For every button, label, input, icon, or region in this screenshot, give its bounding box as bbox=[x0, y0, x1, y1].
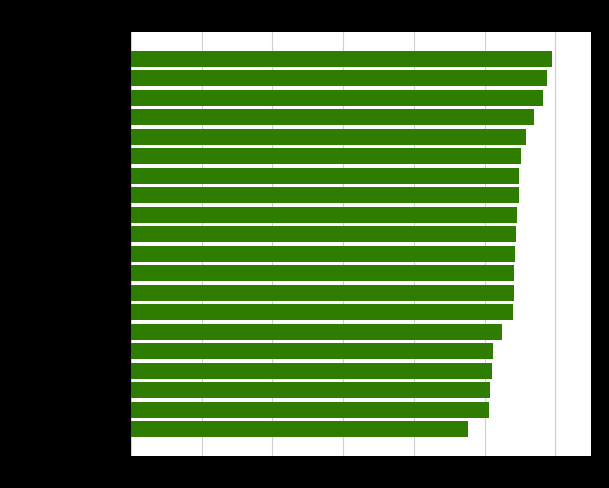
Bar bbox=[131, 363, 491, 379]
Bar bbox=[131, 109, 534, 125]
Bar bbox=[131, 70, 547, 86]
Bar bbox=[131, 51, 552, 67]
Bar bbox=[131, 246, 515, 262]
Bar bbox=[131, 226, 516, 242]
Bar bbox=[131, 265, 515, 281]
Bar bbox=[131, 187, 519, 203]
Bar bbox=[131, 207, 517, 223]
Bar bbox=[131, 421, 468, 437]
Bar bbox=[131, 285, 513, 301]
Bar bbox=[131, 148, 521, 164]
Bar bbox=[131, 304, 513, 320]
Bar bbox=[131, 324, 502, 340]
Bar bbox=[131, 343, 493, 359]
Bar bbox=[131, 382, 490, 398]
Bar bbox=[131, 168, 519, 184]
Bar bbox=[131, 402, 489, 418]
Bar bbox=[131, 90, 543, 106]
Bar bbox=[131, 129, 526, 145]
